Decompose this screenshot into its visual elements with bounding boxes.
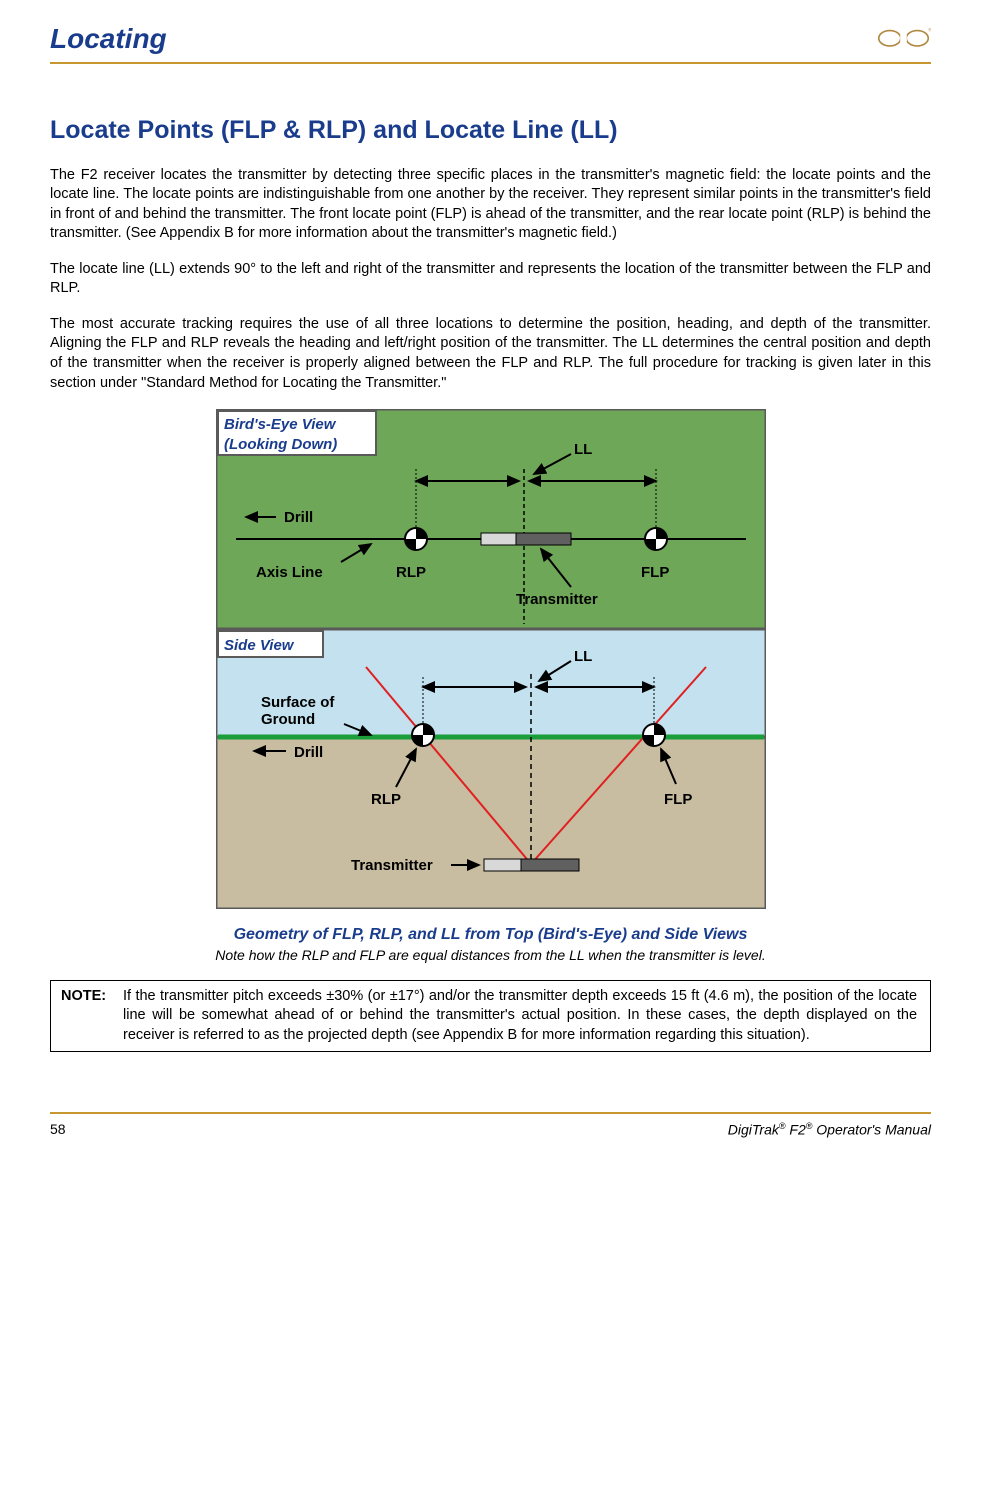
diagram-bottom-title: Side View — [224, 637, 295, 654]
note-box: NOTE: If the transmitter pitch exceeds ±… — [50, 980, 931, 1053]
label-flp-top: FLP — [641, 564, 669, 581]
label-surface-2: Ground — [261, 711, 315, 728]
svg-text:®: ® — [928, 28, 931, 33]
paragraph-1: The F2 receiver locates the transmitter … — [50, 166, 931, 244]
geometry-diagram: Bird's-Eye View (Looking Down) Drill Axi… — [216, 409, 766, 909]
label-rlp-top: RLP — [396, 564, 426, 581]
page-number: 58 — [50, 1120, 66, 1140]
label-rlp-bottom: RLP — [371, 791, 401, 808]
footer-manual: DigiTrak® F2® Operator's Manual — [728, 1120, 931, 1140]
label-drill-bottom: Drill — [294, 744, 323, 761]
paragraph-2: The locate line (LL) extends 90° to the … — [50, 260, 931, 299]
dci-logo: ® — [876, 26, 931, 51]
label-transmitter-top: Transmitter — [516, 591, 598, 608]
header-title: Locating — [50, 20, 167, 58]
diagram-top-title-2: (Looking Down) — [224, 436, 337, 453]
label-drill-top: Drill — [284, 509, 313, 526]
footer-reg1: ® — [779, 1121, 786, 1131]
page-footer: 58 DigiTrak® F2® Operator's Manual — [50, 1112, 931, 1140]
diagram-container: Bird's-Eye View (Looking Down) Drill Axi… — [50, 409, 931, 909]
label-ll-top: LL — [574, 441, 592, 458]
footer-post: Operator's Manual — [812, 1122, 931, 1138]
paragraph-3: The most accurate tracking requires the … — [50, 315, 931, 393]
section-title: Locate Points (FLP & RLP) and Locate Lin… — [50, 114, 931, 148]
footer-pre: DigiTrak — [728, 1122, 779, 1138]
label-transmitter-bottom: Transmitter — [351, 857, 433, 874]
page-header: Locating ® — [50, 20, 931, 64]
caption-title: Geometry of FLP, RLP, and LL from Top (B… — [50, 924, 931, 946]
figure-caption: Geometry of FLP, RLP, and LL from Top (B… — [50, 924, 931, 964]
caption-sub: Note how the RLP and FLP are equal dista… — [50, 946, 931, 965]
footer-mid: F2 — [786, 1122, 806, 1138]
note-text: If the transmitter pitch exceeds ±30% (o… — [123, 987, 917, 1046]
note-label: NOTE: — [61, 987, 119, 1007]
label-axis-line: Axis Line — [256, 564, 323, 581]
label-flp-bottom: FLP — [664, 791, 692, 808]
label-surface-1: Surface of — [261, 694, 335, 711]
label-ll-bottom: LL — [574, 648, 592, 665]
diagram-top-title-1: Bird's-Eye View — [224, 416, 337, 433]
